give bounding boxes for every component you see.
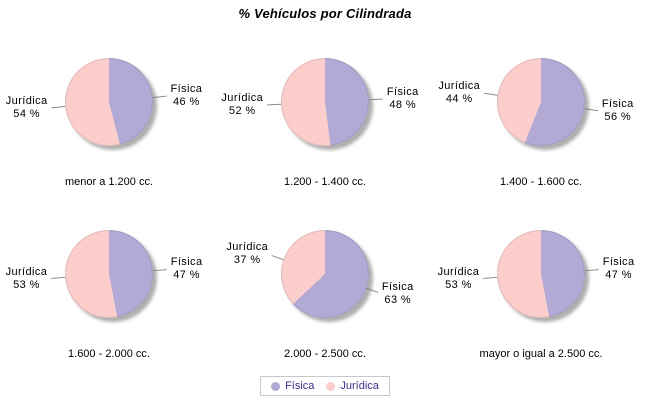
pie-chart: Física 48 % Jurídica 52 % 1.200 - 1.400 cc. [217,40,433,212]
slice-label-juridica: Jurídica 54 % [6,95,48,121]
slice-label-fisica: Física 56 % [602,98,634,124]
pie-caption: menor a 1.200 cc. [64,176,154,188]
slice-value: 54 % [13,108,40,121]
slice-name: Jurídica [226,241,269,254]
slice-label-juridica: Jurídica 53 % [438,266,480,292]
slice-value: 47 % [605,269,632,282]
leader-line [483,276,498,279]
legend-item-juridica: Jurídica [326,380,379,392]
leader-line [584,269,599,272]
juridica-bullet-icon [326,381,336,391]
leader-line [365,287,379,293]
pie-circle [281,230,369,318]
pie-chart-grid: Física 46 % Jurídica 54 % menor a 1.200 cc. F… [1,40,649,384]
slice-label-juridica: Jurídica 37 % [226,241,268,267]
slice-value: 48 % [389,98,417,111]
pie-chart: Física 47 % Jurídica 53 % mayor o igual a 2.… [433,212,649,384]
slice-label-juridica: Jurídica 44 % [438,80,480,106]
leader-line [267,103,282,106]
slice-name: Jurídica [5,265,48,278]
fisica-bullet-icon [271,381,281,391]
pie-chart: Física 46 % Jurídica 54 % menor a 1.200 cc. [1,40,217,212]
slice-name: Física [602,256,635,269]
slice-name: Jurídica [437,265,480,278]
slice-value: 53 % [445,278,472,291]
slice-value: 46 % [173,95,200,108]
pie-caption: 2.000 - 2.500 cc. [284,348,366,360]
pie-chart: Física 56 % Jurídica 44 % 1.400 - 1.600 cc. [433,40,649,212]
slice-value: 53 % [13,278,40,291]
slice-name: Física [381,280,414,293]
leader-line [51,276,66,279]
pie-circle [497,230,585,318]
chart-legend: Física Jurídica [260,376,390,396]
slice-value: 47 % [173,269,200,282]
leader-line [368,98,383,101]
leader-line [152,269,167,272]
pie-circle [65,58,153,146]
leader-line [483,92,498,96]
pie-circle [65,230,153,318]
slice-name: Jurídica [438,79,481,92]
slice-label-fisica: Física 47 % [603,256,635,282]
slice-value: 52 % [228,105,256,118]
leader-line [51,105,66,109]
pie-circle [497,58,585,146]
slice-name: Física [170,256,203,269]
legend-label-juridica: Jurídica [340,380,379,392]
legend-label-fisica: Física [285,380,315,392]
slice-label-fisica: Física 63 % [382,281,414,307]
pie-caption: 1.400 - 1.600 cc. [500,176,582,188]
slice-value: 37 % [233,254,261,267]
slice-label-juridica: Jurídica 53 % [6,266,48,292]
leader-line [152,95,167,99]
slice-label-juridica: Jurídica 52 % [221,92,263,118]
slice-name: Jurídica [5,95,48,108]
slice-value: 44 % [445,92,473,105]
slice-name: Física [170,82,203,95]
legend-item-fisica: Física [271,380,314,392]
slice-name: Física [386,85,419,98]
chart-title: % Vehículos por Cilindrada [238,6,412,21]
slice-name: Física [601,98,634,111]
slice-value: 63 % [384,293,412,306]
pie-circle [281,58,369,146]
pie-chart: Física 47 % Jurídica 53 % 1.600 - 2.000 cc. [1,212,217,384]
slice-label-fisica: Física 46 % [171,83,203,109]
slice-label-fisica: Física 48 % [387,86,419,112]
pie-caption: mayor o igual a 2.500 cc. [479,348,603,360]
pie-chart: Física 63 % Jurídica 37 % 2.000 - 2.500 cc. [217,212,433,384]
pie-caption: 1.200 - 1.400 cc. [284,176,366,188]
slice-value: 56 % [604,111,632,124]
slice-name: Jurídica [221,92,264,105]
pie-caption: 1.600 - 2.000 cc. [68,348,150,360]
leader-line [584,108,599,112]
slice-label-fisica: Física 47 % [171,256,203,282]
